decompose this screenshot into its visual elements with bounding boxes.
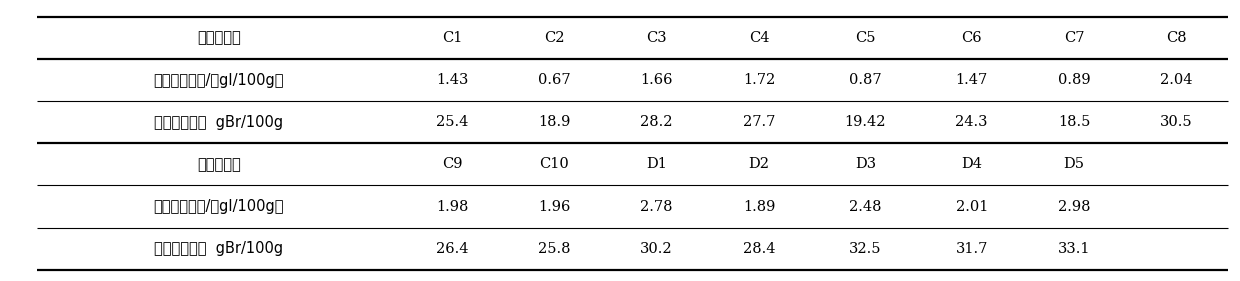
Text: 1.43: 1.43 <box>435 73 469 87</box>
Text: 30.2: 30.2 <box>640 242 673 256</box>
Text: 1.96: 1.96 <box>538 200 570 214</box>
Text: C2: C2 <box>544 31 564 45</box>
Text: 2.78: 2.78 <box>640 200 673 214</box>
Text: 24.3: 24.3 <box>956 115 988 129</box>
Text: 28.4: 28.4 <box>743 242 775 256</box>
Text: 1.98: 1.98 <box>435 200 469 214</box>
Text: 加氢产品双烯/（gI/100g）: 加氢产品双烯/（gI/100g） <box>154 72 284 88</box>
Text: C3: C3 <box>646 31 667 45</box>
Text: 2.04: 2.04 <box>1161 73 1193 87</box>
Text: 26.4: 26.4 <box>435 242 469 256</box>
Text: D3: D3 <box>854 157 875 171</box>
Text: 1.89: 1.89 <box>743 200 775 214</box>
Text: C4: C4 <box>749 31 769 45</box>
Text: 33.1: 33.1 <box>1058 242 1090 256</box>
Text: 25.4: 25.4 <box>435 115 469 129</box>
Text: 31.7: 31.7 <box>956 242 988 256</box>
Text: 18.5: 18.5 <box>1058 115 1090 129</box>
Text: 催化剂编号: 催化剂编号 <box>197 30 241 46</box>
Text: 18.9: 18.9 <box>538 115 570 129</box>
Text: 2.98: 2.98 <box>1058 200 1090 214</box>
Text: C6: C6 <box>961 31 982 45</box>
Text: 催化剂编号: 催化剂编号 <box>197 157 241 172</box>
Text: 加氢产品溴价  gBr/100g: 加氢产品溴价 gBr/100g <box>155 241 284 256</box>
Text: 0.67: 0.67 <box>538 73 570 87</box>
Text: D1: D1 <box>646 157 667 171</box>
Text: C7: C7 <box>1064 31 1084 45</box>
Text: 19.42: 19.42 <box>844 115 887 129</box>
Text: 30.5: 30.5 <box>1161 115 1193 129</box>
Text: 1.72: 1.72 <box>743 73 775 87</box>
Text: 2.01: 2.01 <box>956 200 988 214</box>
Text: D4: D4 <box>961 157 982 171</box>
Text: 1.66: 1.66 <box>640 73 673 87</box>
Text: D5: D5 <box>1064 157 1085 171</box>
Text: C5: C5 <box>856 31 875 45</box>
Text: 27.7: 27.7 <box>743 115 775 129</box>
Text: 25.8: 25.8 <box>538 242 570 256</box>
Text: 2.48: 2.48 <box>849 200 882 214</box>
Text: C9: C9 <box>441 157 463 171</box>
Text: 28.2: 28.2 <box>640 115 673 129</box>
Text: 32.5: 32.5 <box>849 242 882 256</box>
Text: 加氢产品溴价  gBr/100g: 加氢产品溴价 gBr/100g <box>155 115 284 130</box>
Text: D2: D2 <box>749 157 770 171</box>
Text: C10: C10 <box>539 157 569 171</box>
Text: 加氢产品双烯/（gI/100g）: 加氢产品双烯/（gI/100g） <box>154 199 284 214</box>
Text: 0.87: 0.87 <box>849 73 882 87</box>
Text: 0.89: 0.89 <box>1058 73 1090 87</box>
Text: 1.47: 1.47 <box>956 73 988 87</box>
Text: C1: C1 <box>441 31 463 45</box>
Text: C8: C8 <box>1166 31 1187 45</box>
